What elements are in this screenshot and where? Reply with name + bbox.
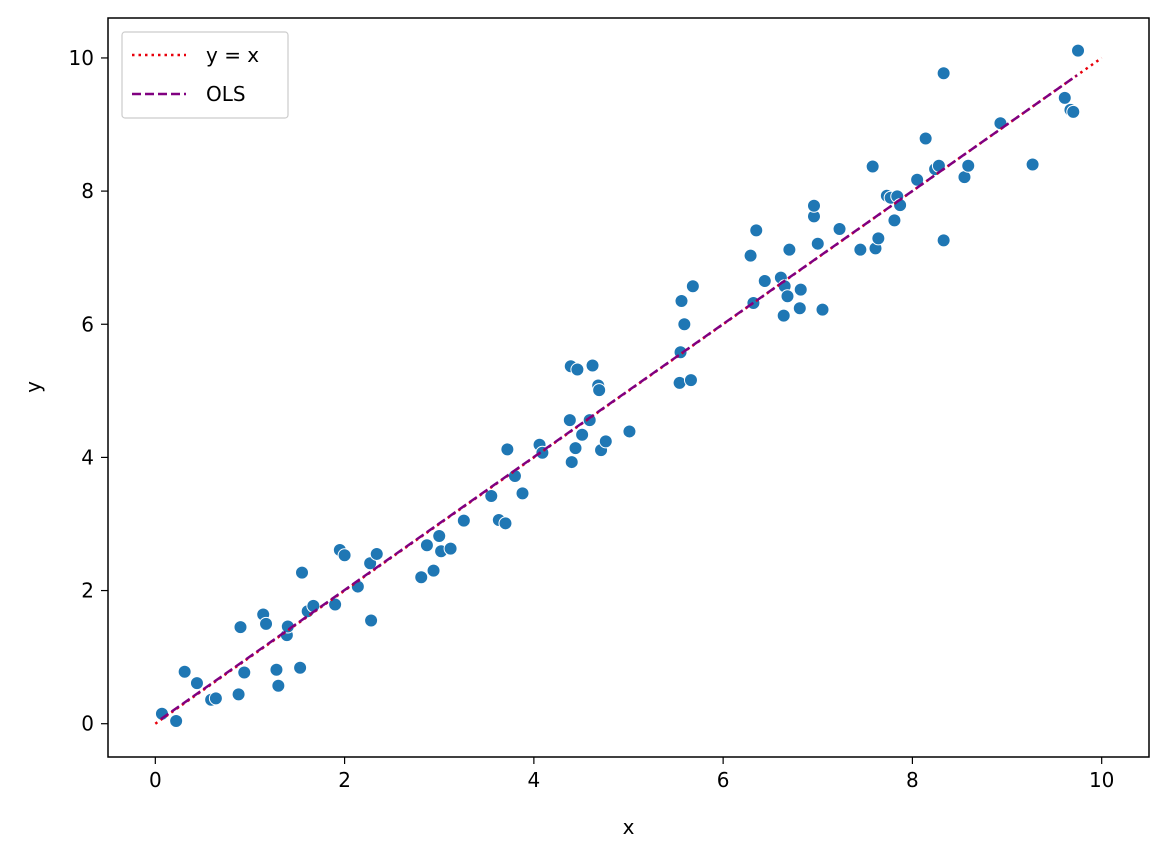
scatter-point (369, 546, 384, 561)
y-axis-label: y (21, 381, 45, 393)
scatter-point (233, 620, 248, 635)
scatter-point (515, 486, 530, 501)
scatter-point (749, 223, 764, 238)
scatter-point (484, 489, 499, 504)
scatter-point (674, 293, 689, 308)
scatter-point (685, 279, 700, 294)
scatter-point (598, 434, 613, 449)
y-tick-label: 0 (81, 712, 94, 736)
scatter-point (672, 375, 687, 390)
scatter-point (295, 565, 310, 580)
scatter-point (677, 317, 692, 332)
scatter-point (757, 273, 772, 288)
scatter-point (961, 158, 976, 173)
scatter-point (575, 427, 590, 442)
scatter-point (269, 662, 284, 677)
scatter-point (237, 665, 252, 680)
scatter-point (231, 687, 246, 702)
plot-area-background (108, 18, 1149, 757)
scatter-point (1066, 104, 1081, 119)
x-tick-label: 8 (906, 768, 919, 792)
y-tick-label: 2 (81, 579, 94, 603)
scatter-point (592, 383, 607, 398)
scatter-point (1057, 90, 1072, 105)
scatter-point (568, 441, 583, 456)
scatter-point (853, 242, 868, 257)
scatter-point (743, 248, 758, 263)
scatter-point (426, 563, 441, 578)
ols-line (160, 74, 1078, 721)
x-tick-label: 4 (527, 768, 540, 792)
x-tick-label: 6 (717, 768, 730, 792)
scatter-point (815, 302, 830, 317)
scatter-point (498, 516, 513, 531)
x-tick-label: 0 (149, 768, 162, 792)
scatter-point (780, 289, 795, 304)
scatter-point (293, 660, 308, 675)
scatter-point (585, 358, 600, 373)
scatter-point (443, 541, 458, 556)
x-tick-label: 10 (1089, 768, 1114, 792)
scatter-point (189, 676, 204, 691)
scatter-point (564, 455, 579, 470)
scatter-point (306, 598, 321, 613)
legend: y = x OLS (121, 31, 289, 119)
scatter-point (776, 308, 791, 323)
scatter-point (500, 442, 515, 457)
scatter-point (337, 548, 352, 563)
y-axis-ticks: 0 2 4 6 8 10 (69, 46, 108, 736)
scatter-point (259, 616, 274, 631)
scatter-point (871, 231, 886, 246)
scatter-point (832, 222, 847, 237)
scatter-point (936, 233, 951, 248)
x-tick-label: 2 (338, 768, 351, 792)
scatter-point (570, 362, 585, 377)
scatter-point (865, 159, 880, 174)
scatter-point (792, 301, 807, 316)
y-tick-label: 10 (69, 46, 94, 70)
scatter-point (562, 413, 577, 428)
scatter-point (432, 528, 447, 543)
scatter-point (1071, 43, 1086, 58)
y-tick-label: 8 (81, 179, 94, 203)
points-layer (154, 43, 1086, 729)
legend-box (121, 31, 289, 119)
scatter-point (806, 198, 821, 213)
scatter-point (1025, 157, 1040, 172)
x-axis-ticks: 0 2 4 6 8 10 (149, 757, 1114, 792)
legend-ols-label: OLS (206, 82, 246, 106)
scatter-point (271, 678, 286, 693)
scatter-point (936, 66, 951, 81)
y-tick-label: 6 (81, 312, 94, 336)
scatter-point (793, 282, 808, 297)
scatter-point (456, 513, 471, 528)
scatter-point (414, 570, 429, 585)
scatter-point (208, 691, 223, 706)
legend-identity-label: y = x (206, 43, 259, 67)
scatter-point (622, 424, 637, 439)
scatter-point (810, 236, 825, 251)
scatter-point (918, 131, 933, 146)
scatter-point (364, 613, 379, 628)
scatter-point (419, 538, 434, 553)
scatter-point (887, 213, 902, 228)
scatter-point (782, 242, 797, 257)
y-tick-label: 4 (81, 445, 94, 469)
plot-frame (107, 17, 1150, 758)
x-axis-label: x (623, 815, 635, 839)
scatter-point (177, 664, 192, 679)
scatter-point (169, 714, 184, 729)
scatter-point (683, 373, 698, 388)
lines-layer (154, 56, 1103, 725)
